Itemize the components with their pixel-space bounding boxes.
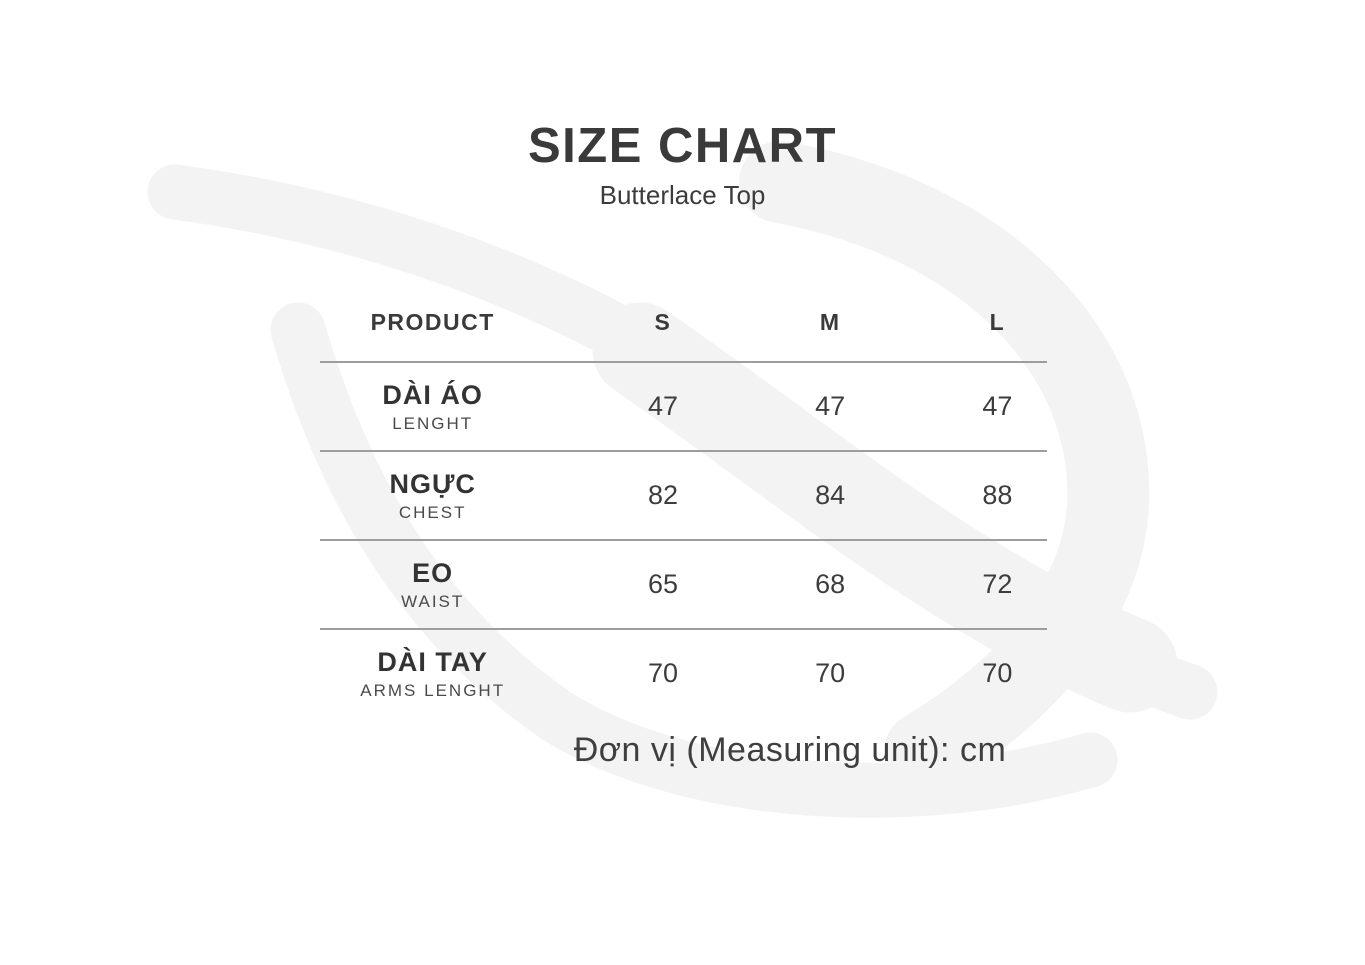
measurement-label: DÀI ÁO LENGHT: [320, 380, 545, 434]
size-value-m: 70: [815, 658, 846, 688]
table-row-chest: NGỰC CHEST 82 84 88: [320, 450, 1047, 539]
size-value-s: 82: [647, 480, 678, 510]
product-name-subtitle: Butterlace Top: [599, 180, 766, 210]
measurement-label-vi: DÀI ÁO: [382, 379, 483, 410]
measurement-label-en: CHEST: [398, 502, 467, 522]
size-value-l: 70: [982, 658, 1013, 688]
measurement-label-en: WAIST: [401, 591, 465, 611]
size-value-m: 68: [815, 569, 846, 599]
size-value-m: 84: [815, 480, 846, 510]
column-header-size-m: M: [819, 309, 841, 335]
measurement-label-vi: DÀI TAY: [377, 646, 488, 677]
chart-header: SIZE CHART Butterlace Top: [0, 122, 1365, 211]
table-row-length: DÀI ÁO LENGHT 47 47 47: [320, 361, 1047, 450]
measurement-label: NGỰC CHEST: [320, 469, 545, 523]
size-value-s: 65: [647, 569, 678, 599]
measurement-label-vi: EO: [412, 557, 454, 588]
column-header-size-s: S: [654, 309, 672, 335]
column-header-size-l: L: [989, 309, 1006, 335]
table-row-waist: EO WAIST 65 68 72: [320, 539, 1047, 628]
measurement-label-vi: NGỰC: [389, 468, 476, 499]
size-value-s: 70: [647, 658, 678, 688]
table-header-row: PRODUCT S M L: [320, 284, 1047, 361]
table-row-arms-length: DÀI TAY ARMS LENGHT 70 70 70: [320, 628, 1047, 717]
size-value-s: 47: [647, 391, 678, 421]
page-title: SIZE CHART: [528, 119, 837, 173]
size-value-l: 88: [982, 480, 1013, 510]
size-value-l: 47: [982, 391, 1013, 421]
measurement-label: DÀI TAY ARMS LENGHT: [320, 647, 545, 701]
measurement-label-en: ARMS LENGHT: [360, 680, 506, 700]
size-value-m: 47: [815, 391, 846, 421]
size-table: PRODUCT S M L DÀI ÁO LENGHT 47 47 47 NGỰ…: [320, 284, 1047, 717]
measurement-label: EO WAIST: [320, 558, 545, 612]
column-header-product: PRODUCT: [370, 309, 495, 335]
size-value-l: 72: [982, 569, 1013, 599]
measurement-label-en: LENGHT: [392, 413, 474, 433]
measuring-unit-note: Đơn vị (Measuring unit): cm: [573, 731, 1007, 769]
